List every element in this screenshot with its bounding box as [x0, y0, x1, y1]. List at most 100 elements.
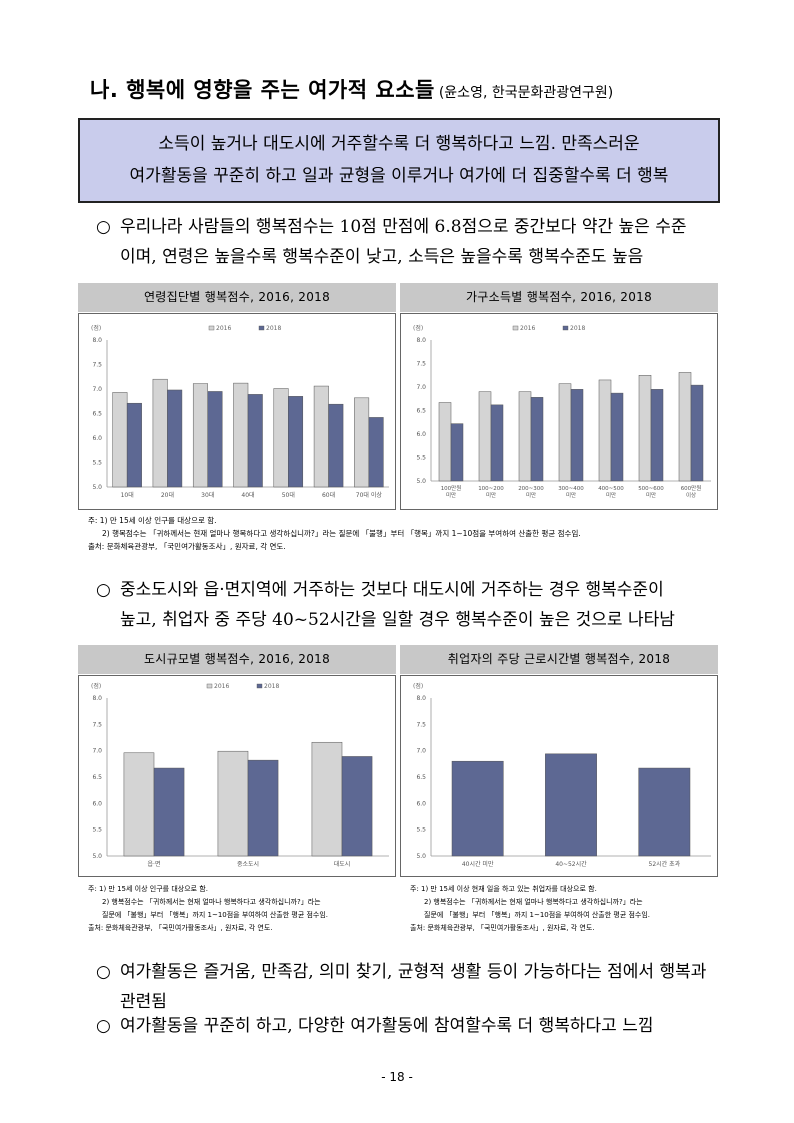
bullet-3-mark: ○: [96, 962, 111, 982]
notes-a-line-2: 2) 행복점수는 「귀하께서는 현재 얼마나 행복하다고 생각하십니까?」라는 …: [102, 529, 581, 538]
chart-3-legend-label-2018: 2018: [264, 683, 279, 690]
chart-1-ytick: 7.5: [92, 362, 102, 369]
chart-2-ytick: 5.5: [416, 455, 426, 462]
chart-2-title: 가구소득별 행복점수, 2016, 2018: [400, 283, 718, 312]
chart-1-xtick: 70대 이상: [356, 491, 383, 499]
notes-c-line-2: 2) 행복점수는 「귀하께서는 현재 얼마나 행복하다고 생각하십니까?」라는: [424, 898, 643, 906]
chart-1-ytick: 6.5: [92, 411, 102, 418]
chart-3-xtick: 중소도시: [237, 861, 259, 868]
notes-a: 주: 1) 만 15세 이상 인구를 대상으로 함. 2) 행복점수는 「귀하께…: [88, 514, 581, 553]
summary-line-2: 여가활동을 꾸준히 하고 일과 균형을 이루거나 여가에 더 집중할수록 더 행…: [129, 166, 669, 186]
notes-a-line-1: 주: 1) 만 15세 이상 인구를 대상으로 함.: [88, 516, 217, 525]
chart-2-legend-label-2018: 2018: [570, 325, 585, 332]
section-title: 나. 행복에 영향을 주는 여가적 요소들 (윤소영, 한국문화관광연구원): [90, 74, 613, 104]
chart-1-title: 연령집단별 행복점수, 2016, 2018: [78, 283, 396, 312]
chart-2-xtick: 500~600: [638, 486, 664, 492]
bullet-1: ○ 우리나라 사람들의 행복점수는 10점 만점에 6.8점으로 중간보다 약간 …: [96, 212, 736, 272]
chart-3-legend-label-2016: 2016: [214, 683, 229, 690]
chart-1-bar-2016-1: [152, 378, 168, 488]
summary-line-1: 소득이 높거나 대도시에 거주할수록 더 행복하다고 느낌. 만족스러운: [158, 134, 640, 154]
chart-1-bar-2018-3: [247, 394, 263, 488]
page-number: - 18 -: [381, 1070, 413, 1084]
notes-b-line-3: 질문에 「불행」부터 「행복」까지 1~10점을 부여하여 산출한 평균 점수임…: [102, 911, 329, 919]
notes-a-line-3: 출처: 문화체육관광부, 「국민여가활동조사」, 원자료, 각 연도.: [88, 542, 286, 551]
bullet-1-mark: ○: [96, 217, 111, 237]
chart-4-bar-series-0: [451, 760, 504, 857]
chart-2-bar-2018-6: [690, 384, 704, 482]
chart-2-xtick: 400~500: [598, 486, 624, 492]
chart-1-bar-2016-6: [354, 397, 370, 488]
chart-2-xtick: 미만: [486, 491, 496, 499]
chart-4-box: (점) 5.0 5.5 6.0 6.5 7.0 7.5 8.0 40시간 미만 40~52시간 52…: [400, 675, 718, 877]
chart-1-xtick: 40대: [241, 491, 254, 499]
bullet-3-line-2: 관련됨: [120, 992, 167, 1012]
chart-1-xtick: 10대: [121, 491, 134, 499]
notes-c: 주: 1) 만 15세 이상 현재 일을 하고 있는 취업자를 대상으로 함. …: [410, 883, 650, 935]
chart-2-bar-2018-2: [530, 397, 544, 482]
chart-1-xtick: 20대: [161, 491, 174, 499]
chart-4-ytick: 7.5: [416, 721, 426, 728]
bullet-2-line-1: 중소도시와 읍·면지역에 거주하는 것보다 대도시에 거주하는 경우 행복수준이: [120, 580, 664, 600]
chart-3-bar-2018-1: [247, 759, 279, 857]
chart-workhours-happiness: (점) 5.0 5.5 6.0 6.5 7.0 7.5 8.0 40시간 미만 40~52시간 52…: [413, 683, 711, 868]
bullet-4-mark: ○: [96, 1016, 111, 1036]
chart-3-bar-2016-1: [217, 750, 249, 857]
notes-b-line-4: 출처: 문화체육관광부, 「국민여가활동조사」, 원자료, 각 연도.: [88, 924, 273, 932]
section-title-main: 나. 행복에 영향을 주는 여가적 요소들: [90, 78, 435, 102]
chart-1-unit: (점): [91, 325, 101, 332]
chart-4-unit: (점): [413, 683, 423, 690]
bullet-1-line-1: 우리나라 사람들의 행복점수는 10점 만점에 6.8점으로 중간보다 약간 높…: [120, 217, 687, 237]
chart-2-bar-2016-1: [478, 391, 492, 482]
chart-1-ytick: 6.0: [92, 435, 102, 442]
bullet-2: ○ 중소도시와 읍·면지역에 거주하는 것보다 대도시에 거주하는 경우 행복수준…: [96, 575, 736, 635]
chart-1-legend-label-2018: 2018: [266, 325, 281, 332]
chart-2-bar-2018-5: [650, 389, 664, 482]
chart-2-bar-2018-4: [610, 392, 624, 482]
chart-4-ytick: 6.5: [416, 774, 426, 781]
chart-2-xtick: 300~400: [558, 486, 584, 492]
chart-1-bar-2016-5: [313, 385, 329, 488]
chart-1-ytick: 5.0: [92, 484, 102, 491]
chart-4-xtick: 52시간 초과: [649, 860, 681, 868]
chart-age-happiness: (점) 5.0 5.5 6.0 6.5 7.0 7.5 8.0 10대 20대 30대 40대 50대 6…: [91, 325, 389, 499]
chart-4-ytick: 5.5: [416, 827, 426, 834]
chart-1-ytick: 7.0: [92, 386, 102, 393]
bullet-3-line-1: 여가활동은 즐거움, 만족감, 의미 찾기, 균형적 생활 등이 가능하다는 점…: [120, 962, 707, 982]
notes-c-line-4: 출처: 문화체육관광부, 「국민여가활동조사」, 원자료, 각 연도.: [410, 924, 595, 932]
notes-c-line-3: 질문에 「불행」부터 「행복」까지 1~10점을 부여하여 산출한 평균 점수임…: [424, 911, 651, 919]
chart-2-bar-2016-6: [678, 372, 692, 482]
chart-city-happiness: (점) 5.0 5.5 6.0 6.5 7.0 7.5 8.0 읍·면 중소도시 대도시 2016 20…: [91, 683, 389, 868]
chart-4-ytick: 7.0: [416, 748, 426, 755]
chart-3-ytick: 7.0: [92, 748, 102, 755]
chart-2-ytick: 6.5: [416, 408, 426, 415]
chart-1-ytick: 5.5: [92, 460, 102, 467]
bullet-3: ○ 여가활동은 즐거움, 만족감, 의미 찾기, 균형적 생활 등이 가능하다는 …: [96, 957, 736, 1017]
chart-3-legend-swatch-2016: [206, 683, 213, 689]
bullet-4-line-1: 여가활동을 꾸준히 하고, 다양한 여가활동에 참여할수록 더 행복하다고 느낌: [120, 1016, 654, 1036]
chart-3-bar-2016-2: [311, 741, 343, 857]
chart-4-xtick: 40시간 미만: [462, 860, 494, 868]
chart-4-ytick: 5.0: [416, 853, 426, 860]
chart-3-box: (점) 5.0 5.5 6.0 6.5 7.0 7.5 8.0 읍·면 중소도시 대도시 2016 20…: [78, 675, 396, 877]
chart-1-xtick: 30대: [201, 491, 214, 499]
chart-1-ytick: 8.0: [92, 337, 102, 344]
chart-2-xtick: 100~200: [478, 486, 504, 492]
chart-2-xtick: 미만: [606, 491, 616, 499]
chart-3-ytick: 8.0: [92, 695, 102, 702]
chart-2-xtick: 600만원: [681, 484, 702, 492]
summary-box: 소득이 높거나 대도시에 거주할수록 더 행복하다고 느낌. 만족스러운 여가활…: [78, 118, 720, 203]
chart-2-bar-2018-1: [490, 404, 504, 482]
bullet-4: ○ 여가활동을 꾸준히 하고, 다양한 여가활동에 참여할수록 더 행복하다고 느…: [96, 1011, 736, 1041]
chart-3-xtick: 읍·면: [148, 860, 161, 868]
chart-1-xtick: 50대: [282, 491, 295, 499]
chart-1-legend-label-2016: 2016: [216, 325, 231, 332]
chart-2-xtick: 미만: [566, 491, 576, 499]
chart-2-bar-2016-5: [638, 375, 652, 482]
chart-2-xtick: 미만: [526, 491, 536, 499]
chart-3-title: 도시규모별 행복점수, 2016, 2018: [78, 645, 396, 674]
chart-2-bar-2016-2: [518, 391, 532, 482]
chart-3-bar-2018-0: [153, 767, 185, 857]
chart-3-bar-2018-2: [341, 756, 373, 857]
chart-3-bar-2016-0: [123, 752, 155, 857]
chart-3-ytick: 6.0: [92, 800, 102, 807]
